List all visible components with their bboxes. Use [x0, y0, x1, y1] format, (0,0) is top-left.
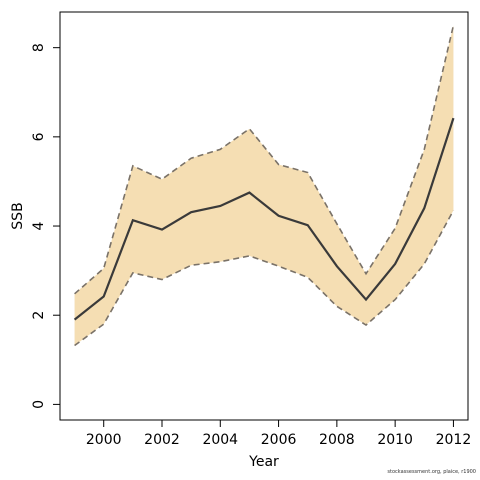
lower-bound-line: [74, 210, 455, 347]
x-tick-label: 2000: [86, 432, 122, 448]
x-tick-label: 2012: [436, 432, 472, 448]
x-tick-label: 2004: [202, 432, 238, 448]
y-tick-label: 2: [31, 311, 47, 320]
y-axis: 0 2 4 6 8: [31, 43, 60, 409]
y-axis-label: SSB: [10, 202, 26, 229]
ssb-estimate-line: [73, 117, 455, 321]
series-line-layer: [73, 25, 455, 347]
x-tick-label: 2008: [319, 432, 355, 448]
y-tick-label: 4: [31, 221, 47, 230]
y-tick-label: 6: [31, 132, 47, 141]
confidence-band: [74, 25, 454, 346]
upper-bound-line: [74, 25, 455, 295]
x-tick-label: 2002: [144, 432, 180, 448]
x-axis-label: Year: [248, 454, 279, 470]
x-tick-label: 2006: [261, 432, 297, 448]
confidence-band-layer: [74, 25, 454, 346]
y-tick-label: 8: [31, 43, 47, 52]
plot-frame: [59, 11, 469, 421]
x-axis: 2000 2002 2004 2006 2008 2010 2012: [86, 420, 471, 448]
x-tick-label: 2010: [377, 432, 413, 448]
credit-text: stockassessment.org, plaice, r1900: [387, 469, 476, 475]
y-tick-label: 0: [31, 400, 47, 409]
